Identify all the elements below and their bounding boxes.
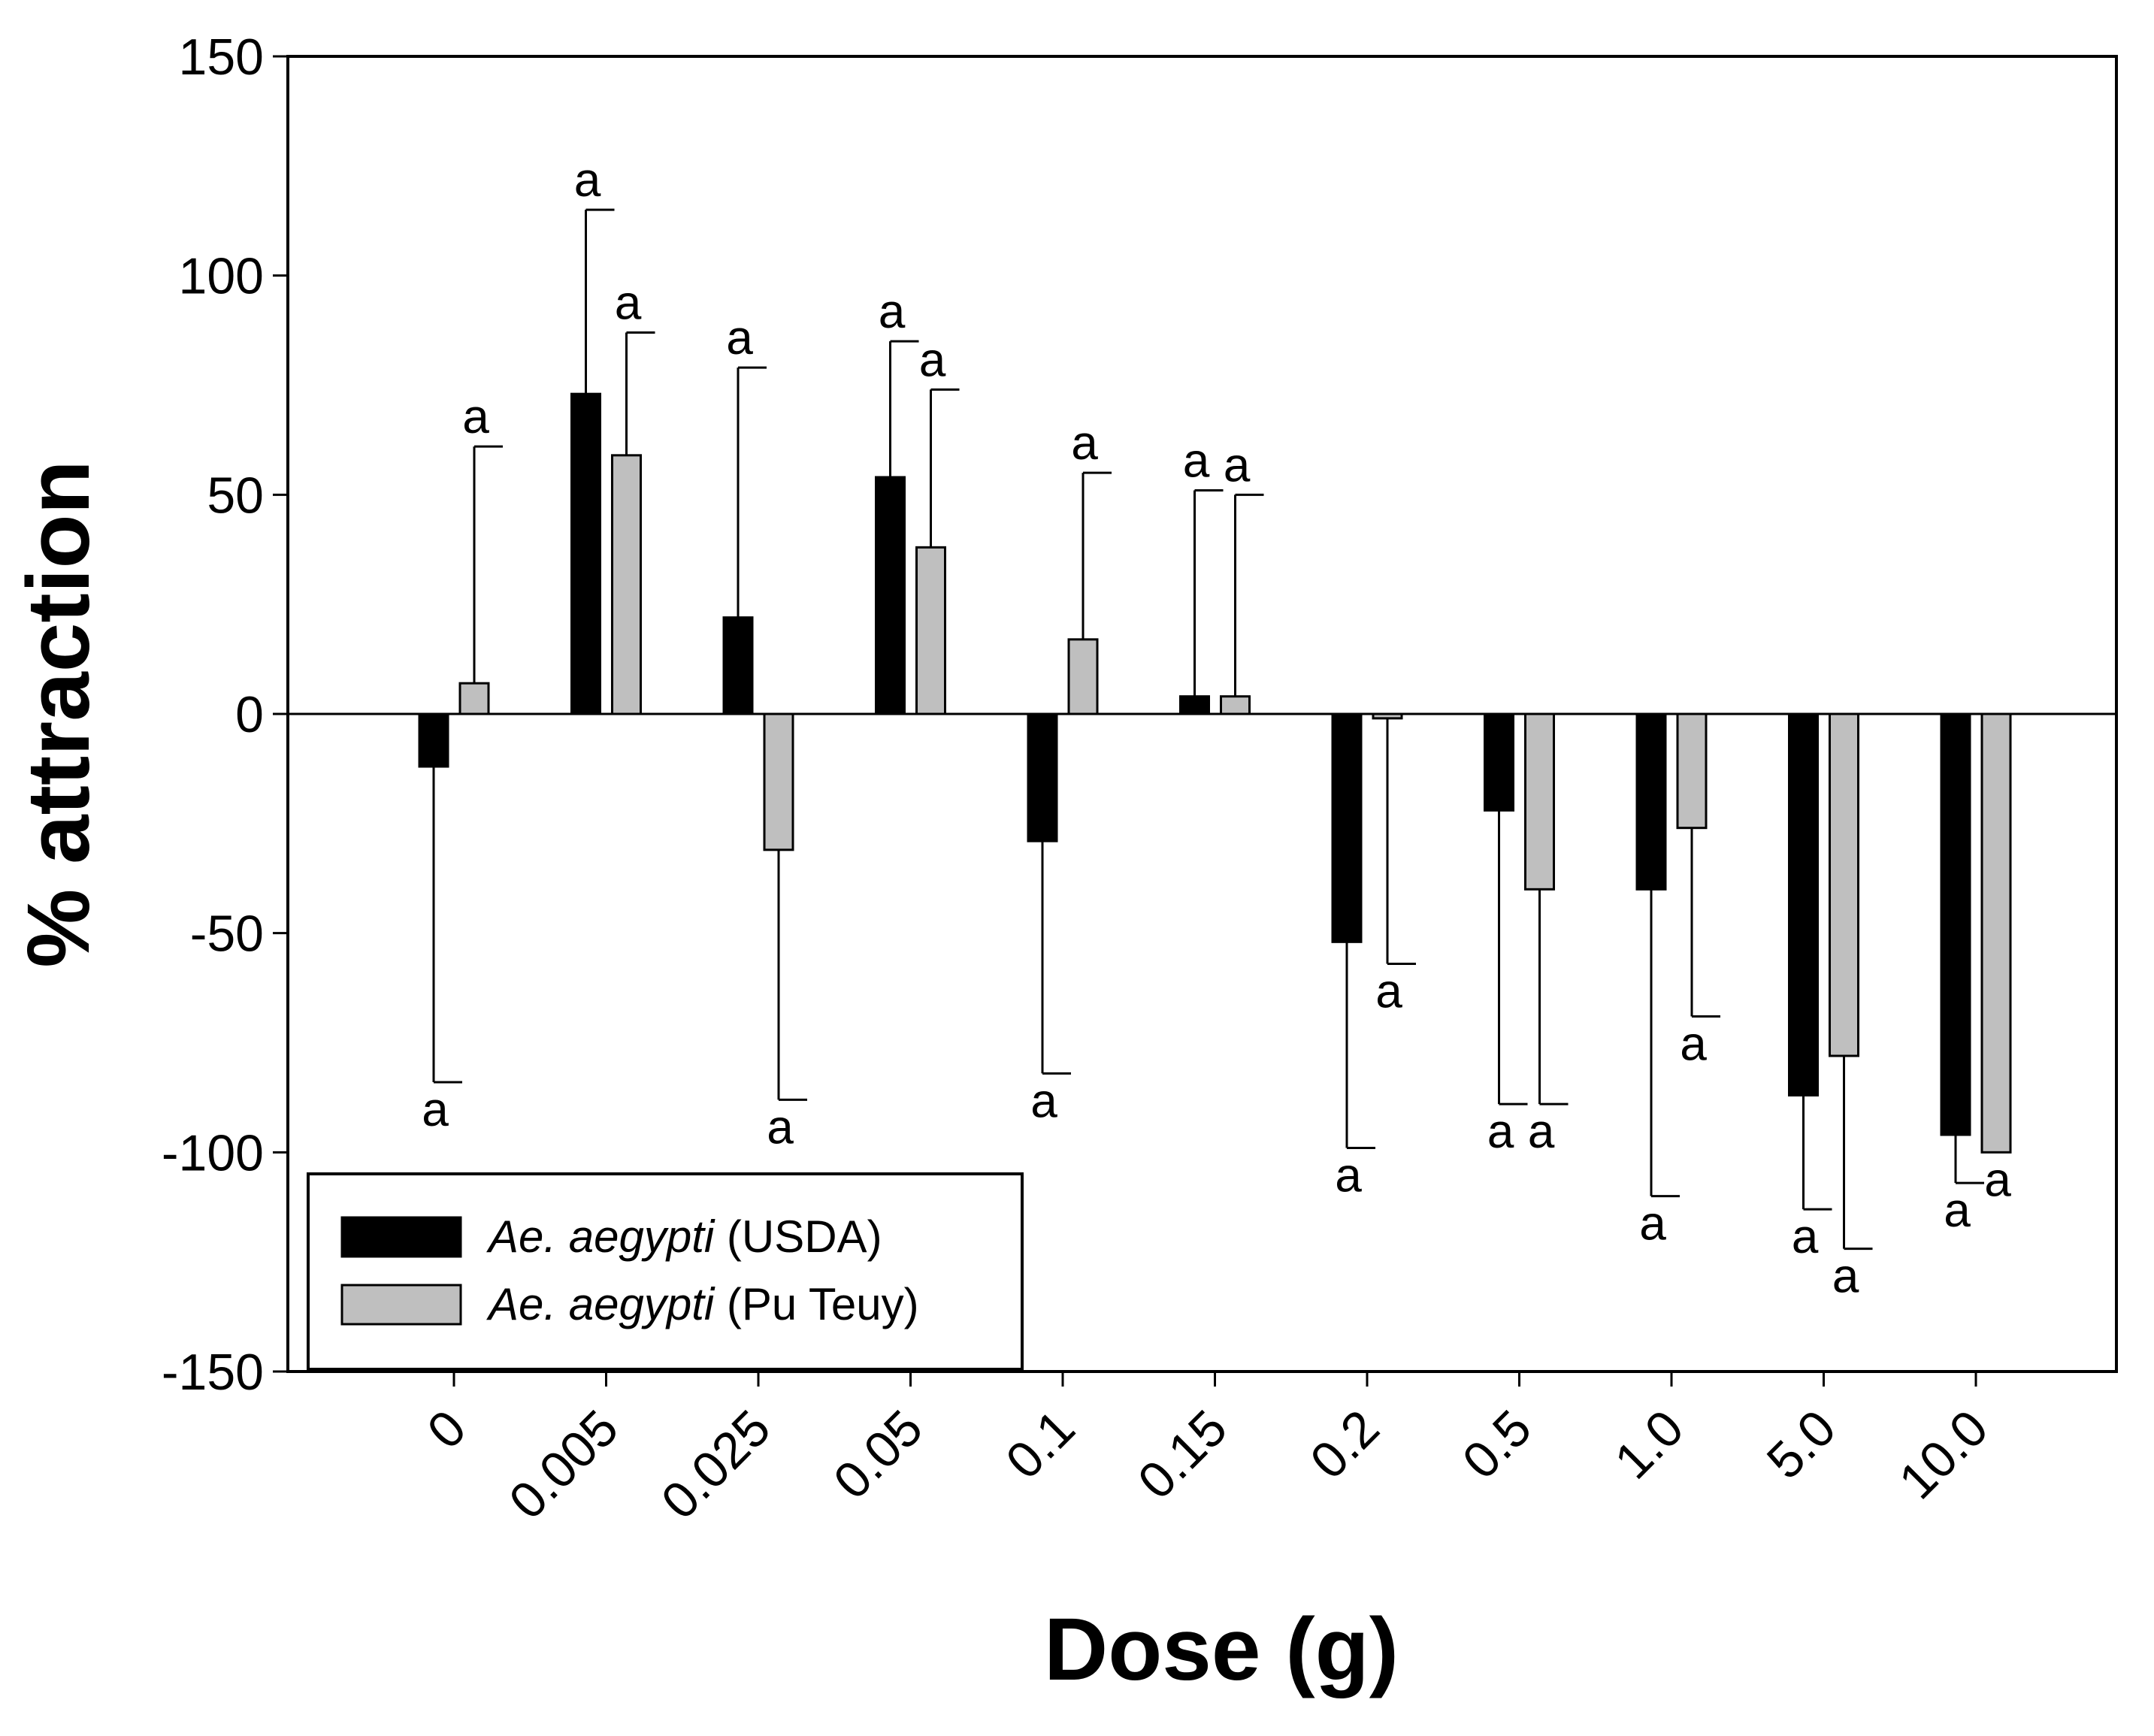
- legend-swatch-puteuy: [340, 1284, 462, 1326]
- significance-letter: a: [767, 1099, 794, 1154]
- bar-puteuy: [458, 682, 490, 715]
- significance-letter: a: [1528, 1104, 1555, 1158]
- significance-letter: a: [574, 153, 601, 207]
- bar-usda: [1331, 712, 1363, 943]
- significance-letter: a: [1680, 1017, 1707, 1071]
- significance-letter: a: [1030, 1073, 1057, 1127]
- bar-puteuy: [1067, 638, 1099, 715]
- significance-letter: a: [462, 389, 489, 443]
- bar-puteuy: [763, 712, 794, 851]
- x-tick-label: 0.5: [1452, 1399, 1543, 1490]
- bar-puteuy: [1220, 695, 1251, 715]
- y-tick-label: 100: [179, 248, 264, 305]
- significance-letter: a: [422, 1082, 449, 1136]
- y-tick-label: -100: [162, 1124, 264, 1181]
- x-tick-label: 0: [416, 1399, 476, 1459]
- y-tick-label: 150: [179, 29, 264, 86]
- legend-label-puteuy: Ae. aegypti (Pu Teuy): [486, 1279, 919, 1329]
- bar-puteuy: [1524, 712, 1555, 891]
- y-tick-label: 0: [235, 686, 264, 743]
- bar-usda: [1788, 712, 1819, 1096]
- x-axis-title: Dose (g): [1044, 1600, 1399, 1699]
- significance-letter: a: [1224, 437, 1251, 491]
- significance-letter: a: [1183, 434, 1210, 488]
- bar-usda: [1635, 712, 1667, 891]
- significance-letter: a: [1335, 1148, 1362, 1202]
- y-tick-label: 50: [207, 467, 264, 524]
- bar-usda: [722, 616, 754, 715]
- x-tick-label: 0.005: [498, 1399, 629, 1530]
- bar-usda: [418, 712, 449, 768]
- x-tick-label: 0.025: [651, 1399, 782, 1530]
- significance-letter: a: [1375, 964, 1402, 1018]
- x-tick-label: 10.0: [1888, 1399, 1998, 1510]
- bar-usda: [1179, 695, 1210, 715]
- y-tick-label: -50: [190, 906, 264, 963]
- significance-letter: a: [1071, 416, 1098, 470]
- x-tick-label: 0.05: [823, 1399, 933, 1510]
- bar-puteuy: [611, 454, 642, 715]
- bar-puteuy: [1829, 712, 1859, 1057]
- x-tick-label: 0.1: [995, 1399, 1086, 1490]
- significance-letter: a: [879, 284, 906, 338]
- x-tick-label: 5.0: [1756, 1399, 1847, 1490]
- bar-usda: [1027, 712, 1058, 842]
- bar-puteuy: [915, 546, 946, 715]
- y-tick-label: -150: [162, 1344, 264, 1401]
- significance-letter: a: [1984, 1152, 2011, 1206]
- x-tick-label: 0.2: [1299, 1399, 1390, 1490]
- legend-swatch-usda: [340, 1216, 462, 1258]
- bar-usda: [1484, 712, 1514, 812]
- significance-letter: a: [615, 276, 642, 330]
- y-axis-title: % attraction: [9, 460, 108, 967]
- x-tick-label: 0.15: [1127, 1399, 1238, 1510]
- x-tick-label: 1.0: [1604, 1399, 1695, 1490]
- significance-letter: a: [1639, 1196, 1666, 1251]
- significance-letter: a: [1832, 1249, 1859, 1303]
- significance-letter: a: [726, 310, 753, 364]
- significance-letter: a: [1944, 1183, 1971, 1237]
- bar-usda: [875, 476, 906, 715]
- significance-letter: a: [1487, 1104, 1514, 1158]
- bar-puteuy: [1676, 712, 1708, 830]
- legend-box: [307, 1172, 1024, 1371]
- bar-usda: [570, 392, 601, 715]
- legend-label-usda: Ae. aegypti (USDA): [486, 1211, 882, 1262]
- bar-puteuy: [1980, 712, 2012, 1154]
- legend: Ae. aegypti (USDA) Ae. aegypti (Pu Teuy): [307, 1172, 1024, 1371]
- bar-usda: [1940, 712, 1971, 1136]
- significance-letter: a: [919, 332, 946, 386]
- significance-letter: a: [1792, 1209, 1819, 1263]
